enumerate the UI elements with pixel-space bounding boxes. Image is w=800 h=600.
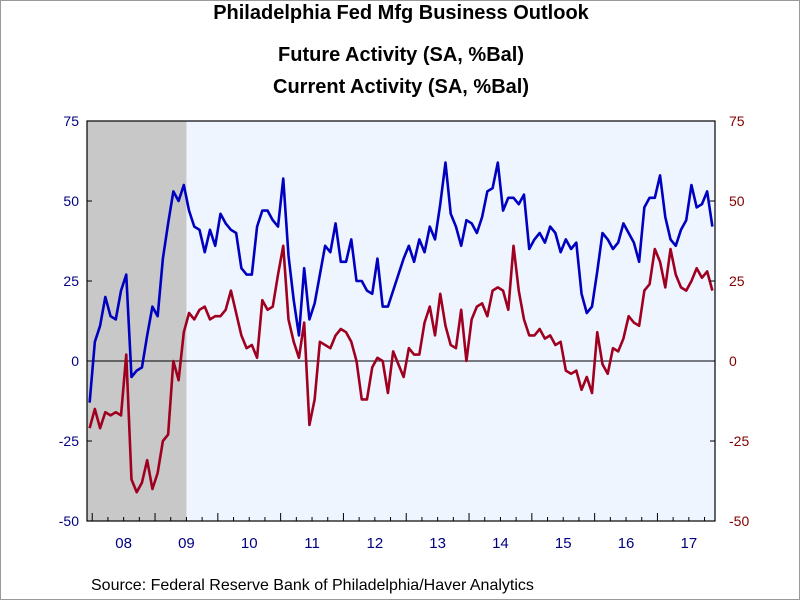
legend-current-activity: Current Activity (SA, %Bal) <box>273 76 529 98</box>
y-tick-label-left: -25 <box>59 433 79 449</box>
y-tick-label-left: 50 <box>63 193 79 209</box>
x-tick-label: 14 <box>492 535 509 552</box>
chart-title: Philadelphia Fed Mfg Business Outlook <box>213 2 589 24</box>
y-tick-label-right: 75 <box>729 113 745 129</box>
x-tick-label: 11 <box>304 535 320 552</box>
series-line-current-activity <box>88 244 714 494</box>
plot-background <box>87 121 715 521</box>
x-tick-label: 09 <box>178 535 195 552</box>
y-tick-label-left: 75 <box>63 113 79 129</box>
x-tick-label: 12 <box>366 535 383 552</box>
legend-future-activity: Future Activity (SA, %Bal) <box>278 44 524 66</box>
y-tick-label-left: 0 <box>71 353 79 369</box>
y-tick-label-right: 25 <box>729 273 745 289</box>
x-tick-label: 16 <box>618 535 635 552</box>
x-tick-label: 13 <box>429 535 446 552</box>
recession-shading <box>87 121 187 521</box>
y-tick-label-right: 0 <box>729 353 737 369</box>
y-tick-label-left: 25 <box>63 273 79 289</box>
x-tick-label: 17 <box>680 535 697 552</box>
x-tick-label: 08 <box>115 535 132 552</box>
y-tick-label-left: -50 <box>59 513 79 529</box>
x-tick-label: 15 <box>555 535 572 552</box>
x-tick-label: 10 <box>241 535 258 552</box>
series-line-future-activity <box>88 161 714 403</box>
y-tick-label-right: -50 <box>729 513 749 529</box>
source-note: Source: Federal Reserve Bank of Philadel… <box>91 577 534 594</box>
y-tick-label-right: -25 <box>729 433 749 449</box>
plot-border <box>86 120 716 522</box>
y-tick-label-right: 50 <box>729 193 745 209</box>
